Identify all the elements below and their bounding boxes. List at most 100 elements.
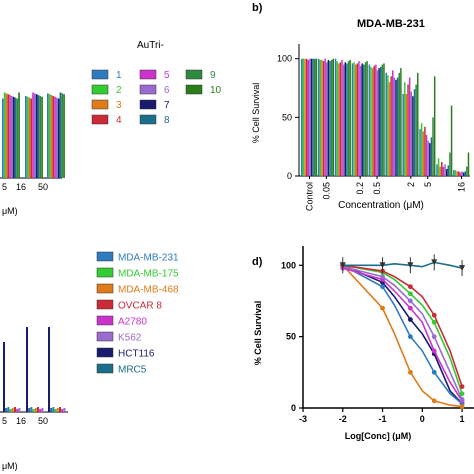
autri-legend-label: 1 (116, 70, 122, 81)
panel-b-bar (371, 68, 374, 176)
panel-b-bar (466, 166, 468, 176)
panel-a-bar (12, 96, 15, 178)
panel-a-bar (9, 95, 11, 178)
panel-a-bar (47, 93, 49, 178)
cell-legend-swatch (96, 267, 114, 278)
panel-b-x-tick-label: 16 (457, 182, 467, 192)
cell-legend-swatch (96, 315, 114, 326)
panel-a-tick-5: 5 (2, 182, 7, 192)
panel-a-bar (52, 95, 55, 178)
panel-c-bar (26, 327, 28, 412)
panel-b-bar (450, 105, 453, 176)
panel-b-bar (453, 170, 455, 176)
panel-c-bar (3, 342, 5, 412)
panel-a-bar (35, 94, 38, 178)
panel-b-bar (444, 164, 446, 176)
panel-b-bar (309, 58, 311, 176)
panel-a-bar (59, 92, 62, 178)
panel-b-bar (383, 63, 385, 176)
panel-d-point (431, 348, 437, 354)
panel-c-bar (9, 409, 12, 412)
panel-b-bar (356, 63, 359, 176)
cell-legend-label: K562 (118, 333, 142, 344)
panel-d-series-line (342, 264, 463, 408)
panel-d-series-line (342, 261, 463, 269)
cell-legend-swatch (96, 299, 114, 310)
panel-b-bar (413, 89, 416, 176)
panel-b-bar (396, 77, 399, 176)
panel-a-bar (25, 95, 27, 178)
panel-d-point (407, 284, 413, 290)
panel-d-point (459, 404, 465, 409)
panel-d-x-tick-label: -3 (299, 414, 307, 424)
panel-c-bar (61, 409, 64, 412)
panel-d-x-label: Log[Conc] (μM) (345, 431, 412, 441)
panel-d-series-line (342, 267, 463, 402)
panel-c-tick-50: 50 (38, 416, 48, 426)
panel-d-point (407, 317, 413, 322)
panel-b-x-tick-label: 5 (423, 182, 433, 187)
cell-legend-swatch (96, 363, 114, 374)
panel-b-bar (424, 126, 426, 176)
panel-b-bar (419, 129, 421, 176)
panel-a-bar (39, 95, 42, 178)
panel-d-point (459, 397, 465, 402)
autri-legend-swatch (139, 84, 157, 95)
panel-d-point (407, 305, 413, 311)
panel-c: 5 16 50 μM) (0, 327, 68, 471)
cell-legend-label: OVCAR 8 (118, 301, 162, 312)
panel-b-bar (433, 76, 436, 176)
panel-b-bar (464, 171, 466, 176)
panel-b-bar (420, 123, 423, 176)
panel-b-bar (326, 62, 328, 176)
panel-d-y-tick-label: 50 (286, 332, 296, 342)
panel-a-bar (56, 97, 58, 178)
panel-d-y-tick-label: 100 (281, 260, 296, 270)
panel-a-bar (32, 92, 34, 178)
panel-b-bar (422, 131, 425, 176)
panel-d-series-line (342, 264, 463, 405)
panel-b-bar (315, 58, 318, 176)
panel-b-bar (304, 58, 306, 176)
panel-b-bar (349, 59, 351, 176)
panel-b-bar (376, 70, 379, 176)
panel-b-bar (353, 62, 355, 176)
panel-a-bar (41, 96, 43, 178)
cell-legend-label: MRC5 (118, 365, 147, 376)
panel-c-bar (59, 407, 61, 412)
panel-b-bar (302, 58, 305, 176)
cell-legend-label: A2780 (118, 317, 147, 328)
panel-b-y-tick-label: 100 (277, 54, 292, 64)
panel-c-bar (5, 408, 8, 412)
panel-d-x-tick-label: 1 (460, 414, 465, 424)
panel-c-bar (14, 407, 16, 412)
panel-b-bar (324, 58, 326, 176)
panel-b-bar (347, 61, 350, 177)
panel-b-bar (430, 137, 433, 176)
panel-b-bar (305, 58, 308, 176)
autri-legend-label: 2 (116, 85, 122, 96)
panel-d-point (431, 369, 437, 375)
panel-b-bar (449, 152, 451, 176)
panel-b-bar (312, 58, 314, 176)
panel-d-point (431, 398, 437, 404)
panel-a-bar (34, 93, 36, 178)
panel-b-x-tick-label: Control (304, 182, 314, 211)
panel-b: b) MDA-MB-231 % Cell Survival 0 50 100 Cont… (251, 2, 470, 211)
panel-b-bar (338, 63, 340, 176)
panel-c-bar (16, 409, 19, 412)
panel-b-bar (429, 143, 431, 176)
cell-legend: MDA-MB-231 MDA-MB-175 MDA-MB-468 OVCAR 8 A27… (96, 251, 179, 376)
panel-b-bar (388, 82, 391, 176)
panel-a-bar (28, 97, 31, 178)
panel-b-bar (364, 62, 367, 176)
panel-b-bar (354, 64, 357, 176)
panel-b-bar (370, 66, 372, 176)
panel-b-bar (321, 59, 323, 176)
panel-b-bar (402, 93, 404, 176)
panel-d-point (459, 391, 465, 397)
panel-b-y-tick-label: 0 (287, 171, 292, 181)
autri-legend-label: 6 (164, 85, 170, 96)
panel-a-bar (14, 97, 17, 178)
